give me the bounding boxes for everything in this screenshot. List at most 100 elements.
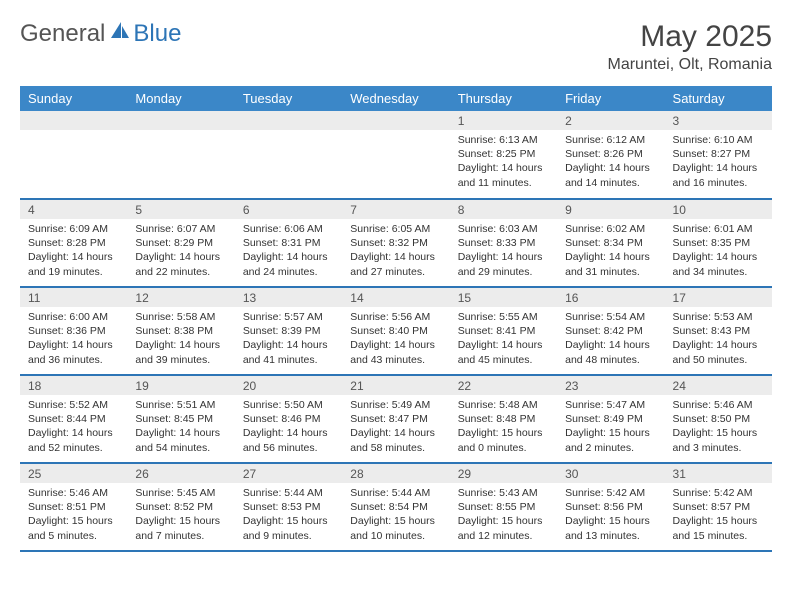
calendar-cell: 15Sunrise: 5:55 AMSunset: 8:41 PMDayligh…	[450, 287, 557, 375]
day-details: Sunrise: 5:44 AMSunset: 8:54 PMDaylight:…	[342, 483, 449, 549]
sunset-line: Sunset: 8:47 PM	[350, 412, 441, 426]
sunset-line: Sunset: 8:35 PM	[673, 236, 764, 250]
daylight-line: Daylight: 15 hours and 2 minutes.	[565, 426, 656, 454]
calendar-cell: 27Sunrise: 5:44 AMSunset: 8:53 PMDayligh…	[235, 463, 342, 551]
calendar-cell: 9Sunrise: 6:02 AMSunset: 8:34 PMDaylight…	[557, 199, 664, 287]
sunrise-line: Sunrise: 6:02 AM	[565, 222, 656, 236]
sunrise-line: Sunrise: 5:45 AM	[135, 486, 226, 500]
title-block: May 2025 Maruntei, Olt, Romania	[607, 20, 772, 74]
sunrise-line: Sunrise: 6:03 AM	[458, 222, 549, 236]
day-details: Sunrise: 5:58 AMSunset: 8:38 PMDaylight:…	[127, 307, 234, 373]
calendar-cell: 25Sunrise: 5:46 AMSunset: 8:51 PMDayligh…	[20, 463, 127, 551]
day-details: Sunrise: 5:44 AMSunset: 8:53 PMDaylight:…	[235, 483, 342, 549]
sunset-line: Sunset: 8:25 PM	[458, 147, 549, 161]
sunrise-line: Sunrise: 5:57 AM	[243, 310, 334, 324]
calendar-cell: 3Sunrise: 6:10 AMSunset: 8:27 PMDaylight…	[665, 111, 772, 199]
sunset-line: Sunset: 8:36 PM	[28, 324, 119, 338]
daylight-line: Daylight: 15 hours and 5 minutes.	[28, 514, 119, 542]
daylight-line: Daylight: 14 hours and 54 minutes.	[135, 426, 226, 454]
sunset-line: Sunset: 8:32 PM	[350, 236, 441, 250]
daylight-line: Daylight: 14 hours and 52 minutes.	[28, 426, 119, 454]
brand-logo: General Blue	[20, 20, 181, 48]
day-details: Sunrise: 6:00 AMSunset: 8:36 PMDaylight:…	[20, 307, 127, 373]
day-details	[235, 130, 342, 139]
sunrise-line: Sunrise: 5:56 AM	[350, 310, 441, 324]
calendar-cell: 10Sunrise: 6:01 AMSunset: 8:35 PMDayligh…	[665, 199, 772, 287]
sunset-line: Sunset: 8:48 PM	[458, 412, 549, 426]
weekday-header: Friday	[557, 86, 664, 111]
sunrise-line: Sunrise: 5:51 AM	[135, 398, 226, 412]
calendar-cell: 2Sunrise: 6:12 AMSunset: 8:26 PMDaylight…	[557, 111, 664, 199]
calendar-body: 1 Sunrise: 6:13 AMSunset: 8:25 PM Daylight…	[20, 111, 772, 551]
daylight-line: Daylight: 14 hours and 58 minutes.	[350, 426, 441, 454]
calendar-cell: 19Sunrise: 5:51 AMSunset: 8:45 PMDayligh…	[127, 375, 234, 463]
day-number: 27	[235, 464, 342, 483]
sunrise-line: Sunrise: 6:12 AM	[565, 133, 656, 147]
daylight-line: Daylight: 15 hours and 13 minutes.	[565, 514, 656, 542]
sunset-line: Sunset: 8:39 PM	[243, 324, 334, 338]
calendar-cell: 30Sunrise: 5:42 AMSunset: 8:56 PMDayligh…	[557, 463, 664, 551]
sunrise-line: Sunrise: 5:48 AM	[458, 398, 549, 412]
daylight-line: Daylight: 14 hours and 24 minutes.	[243, 250, 334, 278]
sunrise-line: Sunrise: 5:58 AM	[135, 310, 226, 324]
sunset-line: Sunset: 8:52 PM	[135, 500, 226, 514]
sunset-line: Sunset: 8:41 PM	[458, 324, 549, 338]
day-number: 10	[665, 200, 772, 219]
calendar-cell: 7Sunrise: 6:05 AMSunset: 8:32 PMDaylight…	[342, 199, 449, 287]
day-details	[127, 130, 234, 139]
calendar-row: 4Sunrise: 6:09 AMSunset: 8:28 PMDaylight…	[20, 199, 772, 287]
sunrise-line: Sunrise: 5:46 AM	[673, 398, 764, 412]
daylight-line: Daylight: 14 hours and 16 minutes.	[673, 161, 764, 189]
day-number: 2	[557, 111, 664, 130]
sunset-line: Sunset: 8:33 PM	[458, 236, 549, 250]
calendar-row: 25Sunrise: 5:46 AMSunset: 8:51 PMDayligh…	[20, 463, 772, 551]
sunset-line: Sunset: 8:46 PM	[243, 412, 334, 426]
day-details: Sunrise: 5:57 AMSunset: 8:39 PMDaylight:…	[235, 307, 342, 373]
day-details: Sunrise: 5:43 AMSunset: 8:55 PMDaylight:…	[450, 483, 557, 549]
day-details: Sunrise: 5:42 AMSunset: 8:56 PMDaylight:…	[557, 483, 664, 549]
calendar-cell: 29Sunrise: 5:43 AMSunset: 8:55 PMDayligh…	[450, 463, 557, 551]
day-details: Sunrise: 5:49 AMSunset: 8:47 PMDaylight:…	[342, 395, 449, 461]
sunrise-line: Sunrise: 5:44 AM	[350, 486, 441, 500]
day-details: Sunrise: 6:09 AMSunset: 8:28 PMDaylight:…	[20, 219, 127, 285]
day-details: Sunrise: 5:48 AMSunset: 8:48 PMDaylight:…	[450, 395, 557, 461]
sunset-line: Sunset: 8:40 PM	[350, 324, 441, 338]
daylight-line: Daylight: 14 hours and 27 minutes.	[350, 250, 441, 278]
day-details: Sunrise: 6:06 AMSunset: 8:31 PMDaylight:…	[235, 219, 342, 285]
sunset-line: Sunset: 8:29 PM	[135, 236, 226, 250]
daylight-line: Daylight: 14 hours and 43 minutes.	[350, 338, 441, 366]
daylight-line: Daylight: 14 hours and 56 minutes.	[243, 426, 334, 454]
weekday-header: Thursday	[450, 86, 557, 111]
month-title: May 2025	[607, 20, 772, 54]
sunrise-line: Sunrise: 6:13 AM	[458, 133, 549, 147]
sunrise-line: Sunrise: 5:44 AM	[243, 486, 334, 500]
day-details: Sunrise: 5:50 AMSunset: 8:46 PMDaylight:…	[235, 395, 342, 461]
daylight-line: Daylight: 14 hours and 41 minutes.	[243, 338, 334, 366]
daylight-line: Daylight: 15 hours and 10 minutes.	[350, 514, 441, 542]
day-details: Sunrise: 5:55 AMSunset: 8:41 PMDaylight:…	[450, 307, 557, 373]
daylight-line: Daylight: 14 hours and 22 minutes.	[135, 250, 226, 278]
weekday-header: Sunday	[20, 86, 127, 111]
sunset-line: Sunset: 8:49 PM	[565, 412, 656, 426]
day-details: Sunrise: 6:07 AMSunset: 8:29 PMDaylight:…	[127, 219, 234, 285]
day-number: 3	[665, 111, 772, 130]
day-number	[127, 111, 234, 130]
day-number: 1	[450, 111, 557, 130]
day-number: 15	[450, 288, 557, 307]
sunset-line: Sunset: 8:42 PM	[565, 324, 656, 338]
day-details	[342, 130, 449, 139]
sunrise-line: Sunrise: 5:54 AM	[565, 310, 656, 324]
day-number: 8	[450, 200, 557, 219]
sunset-line: Sunset: 8:53 PM	[243, 500, 334, 514]
calendar-cell	[342, 111, 449, 199]
calendar-row: 11Sunrise: 6:00 AMSunset: 8:36 PMDayligh…	[20, 287, 772, 375]
weekday-header: Monday	[127, 86, 234, 111]
day-number: 22	[450, 376, 557, 395]
day-details: Sunrise: 5:45 AMSunset: 8:52 PMDaylight:…	[127, 483, 234, 549]
daylight-line: Daylight: 14 hours and 50 minutes.	[673, 338, 764, 366]
sunset-line: Sunset: 8:28 PM	[28, 236, 119, 250]
daylight-line: Daylight: 14 hours and 48 minutes.	[565, 338, 656, 366]
sunset-line: Sunset: 8:45 PM	[135, 412, 226, 426]
calendar-row: 18Sunrise: 5:52 AMSunset: 8:44 PMDayligh…	[20, 375, 772, 463]
day-number: 31	[665, 464, 772, 483]
